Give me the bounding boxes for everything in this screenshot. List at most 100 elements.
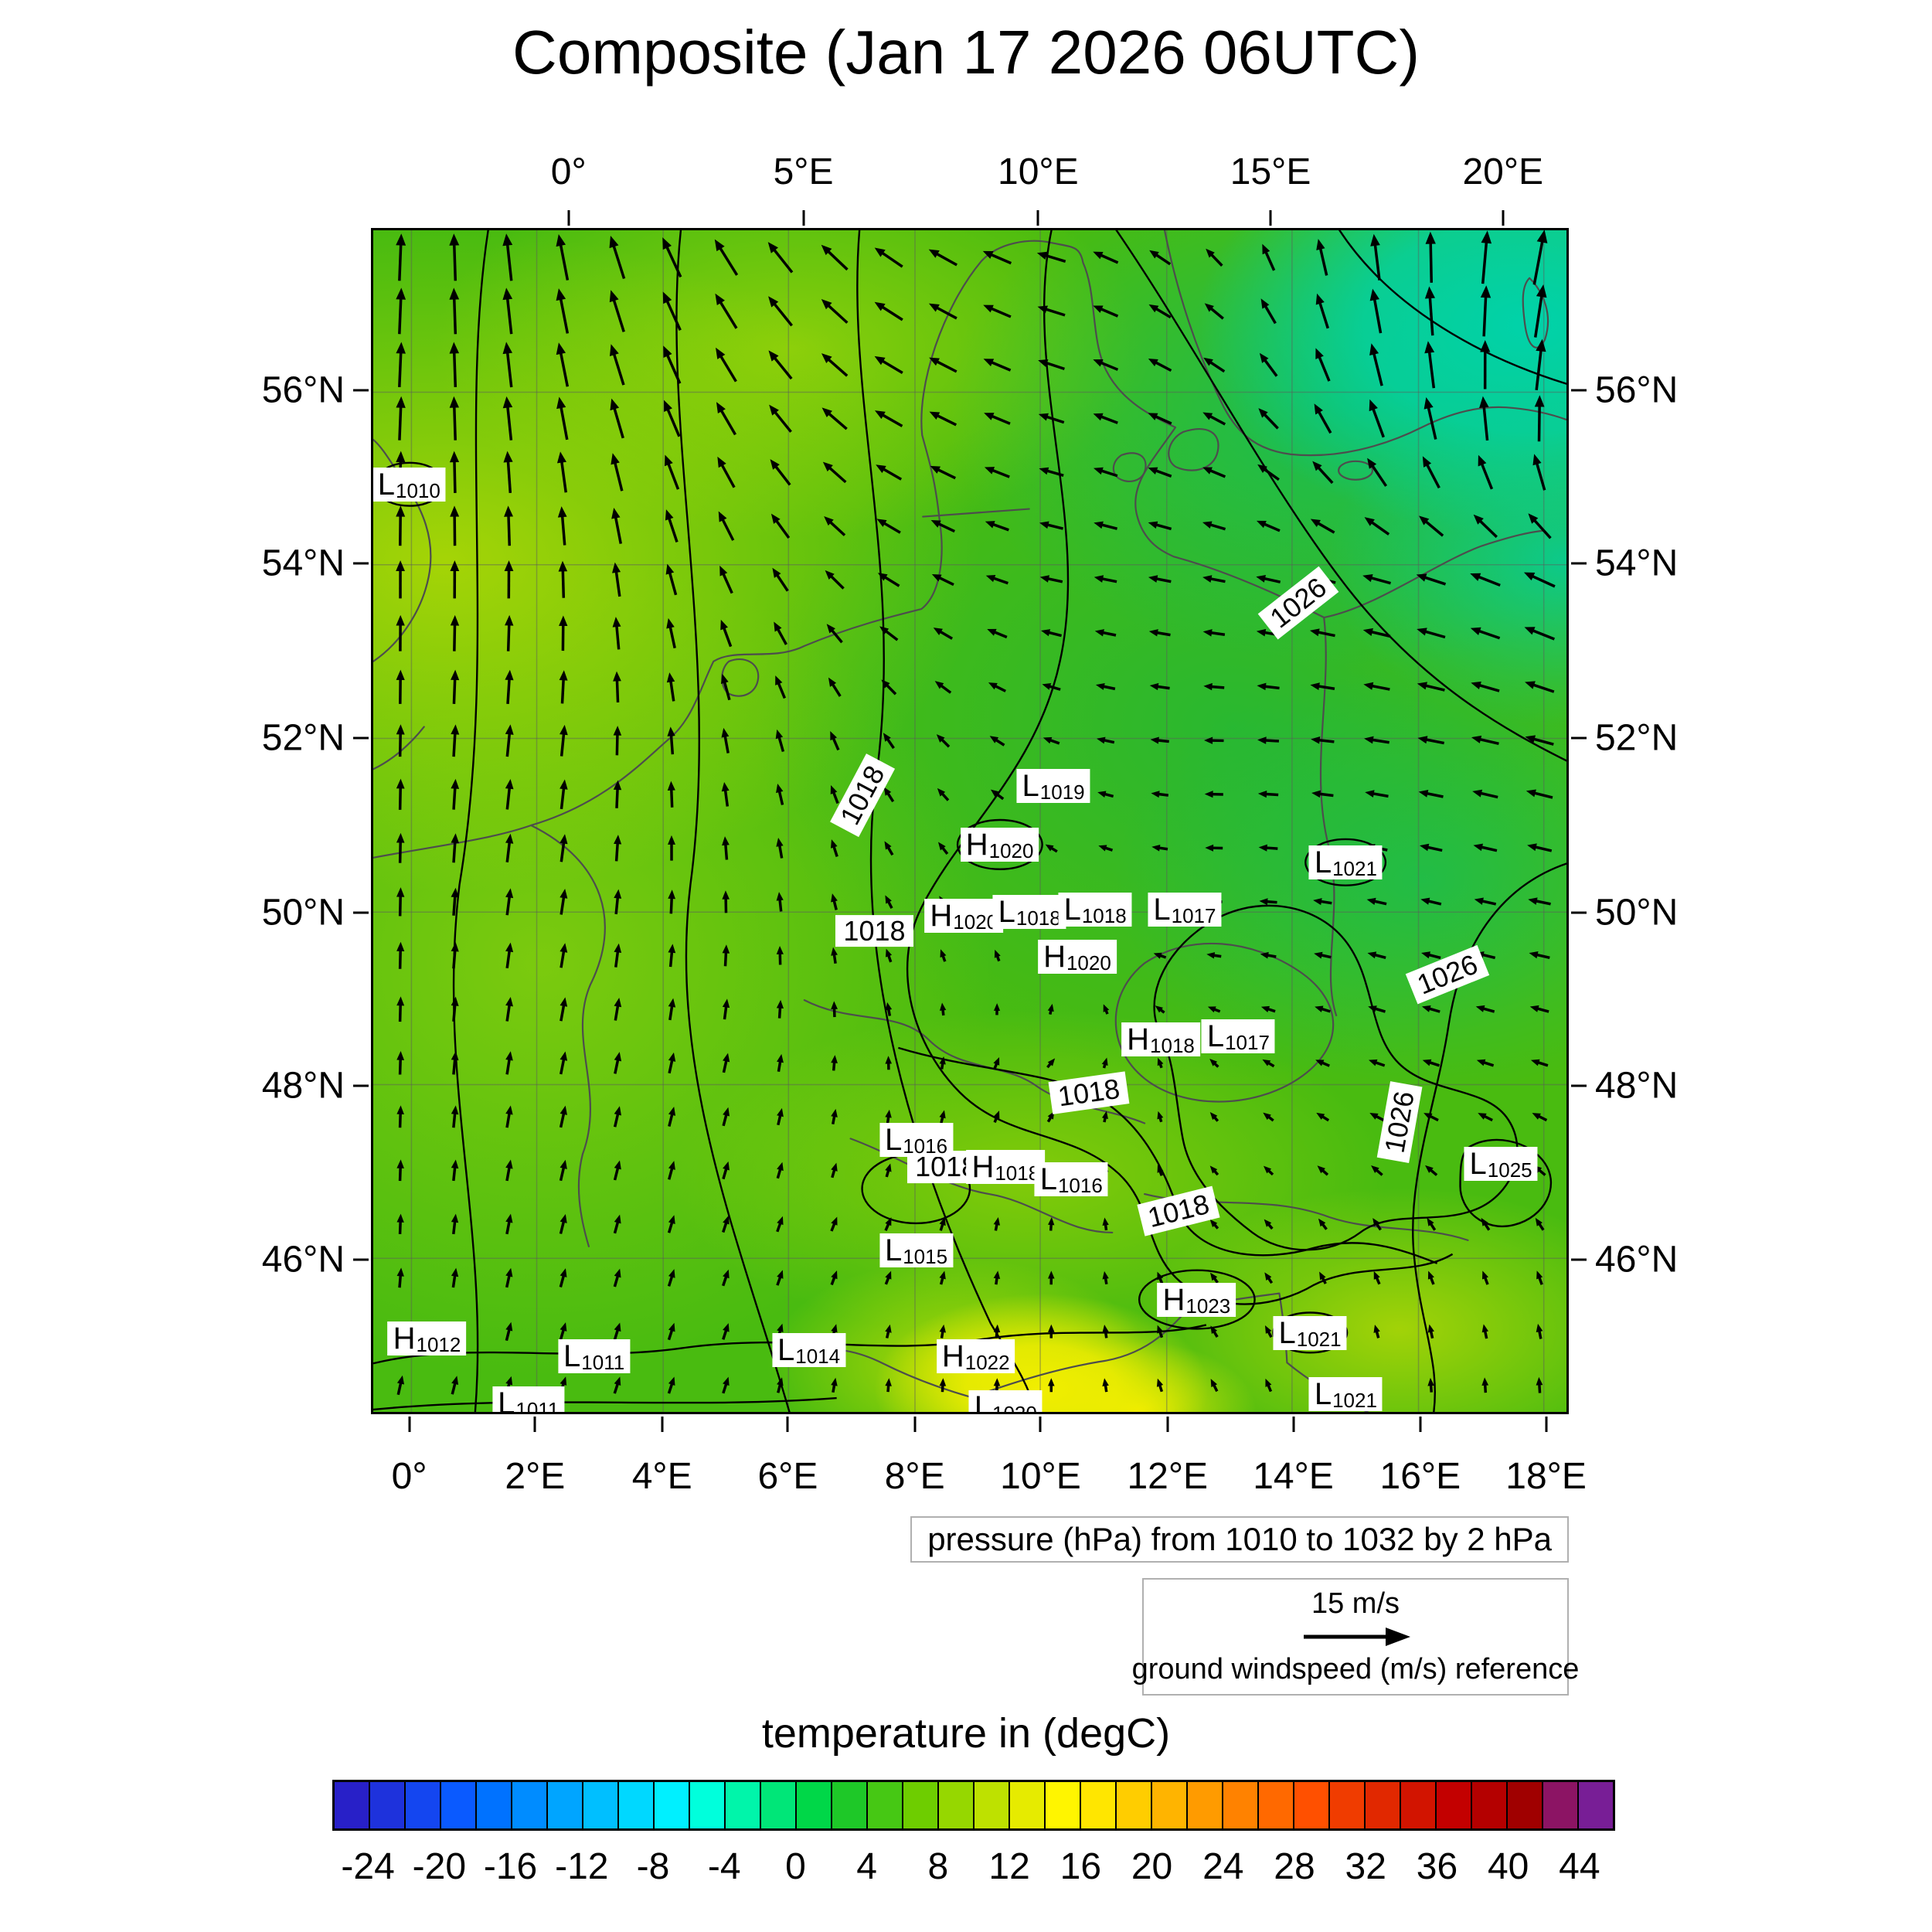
wind-arrow (668, 998, 676, 1021)
wind-arrow (721, 781, 730, 807)
wind-arrow (613, 780, 622, 808)
pressure-kind: H (1043, 940, 1066, 975)
wind-arrow (1202, 412, 1226, 426)
pressure-kind: H (971, 1150, 995, 1185)
pressure-value: 1020 (1066, 951, 1111, 975)
wind-arrow (451, 669, 460, 704)
wind-arrow (1209, 1272, 1219, 1284)
wind-arrow (1530, 1059, 1549, 1067)
wind-arrow (939, 1110, 946, 1124)
wind-arrow (1368, 1005, 1386, 1013)
colorbar-segment (1046, 1782, 1081, 1828)
wind-arrow (1258, 408, 1279, 430)
wind-arrow (1471, 735, 1499, 746)
wind-arrow (1312, 461, 1334, 485)
wind-arrow (667, 1376, 675, 1394)
axis-tick-label-bottom: 16°E (1379, 1456, 1461, 1497)
colorbar-segment (1081, 1782, 1117, 1828)
wind-arrow (1529, 1005, 1549, 1013)
axis-tick (1292, 1417, 1294, 1432)
wind-arrow (614, 1052, 622, 1074)
pressure-center-label: L 1010 (373, 467, 446, 502)
colorbar-segment (370, 1782, 406, 1828)
wind-arrow (451, 996, 459, 1022)
wind-arrow (768, 296, 794, 327)
wind-arrow (613, 1268, 621, 1287)
wind-arrow (1259, 352, 1278, 377)
wind-arrow (1369, 1059, 1386, 1067)
wind-arrow (664, 454, 680, 490)
colorbar-segment (975, 1782, 1010, 1828)
wind-arrow (451, 1105, 459, 1128)
wind-arrow (396, 287, 406, 335)
colorbar-segment (903, 1782, 939, 1828)
pressure-center-label: H 1022 (936, 1339, 1015, 1374)
axis-tick (353, 911, 369, 914)
pressure-center-label: H 1020 (960, 828, 1039, 862)
axis-tick (1571, 736, 1587, 740)
wind-arrow (1418, 789, 1444, 798)
wind-arrow (883, 733, 895, 750)
wind-arrow (1364, 517, 1390, 536)
wind-arrow (1369, 288, 1383, 334)
wind-arrow (776, 1216, 784, 1233)
wind-arrow (1157, 1057, 1164, 1069)
wind-arrow (451, 1051, 459, 1075)
wind-arrow (1257, 790, 1279, 798)
wind-arrow (1422, 456, 1440, 489)
wind-arrow (722, 1323, 730, 1340)
wind-arrow (1046, 1058, 1056, 1069)
wind-arrow (931, 573, 954, 587)
wind-arrow (777, 1053, 784, 1072)
pressure-center-label: L 1014 (772, 1333, 846, 1368)
wind-arrow (1037, 305, 1066, 317)
wind-arrow (884, 1270, 892, 1285)
pressure-kind: L (1314, 845, 1332, 879)
wind-arrow (1372, 1218, 1382, 1231)
wind-arrow (831, 1055, 838, 1071)
axis-tick-label-right: 52°N (1595, 717, 1679, 759)
wind-arrow (502, 233, 513, 281)
wind-arrow (1528, 897, 1551, 906)
colorbar-segment (335, 1782, 370, 1828)
pressure-center-label: L 1021 (1308, 1377, 1383, 1412)
wind-arrow (1151, 791, 1169, 798)
wind-arrow (987, 628, 1008, 639)
pressure-center-label: H 1023 (1157, 1282, 1236, 1317)
wind-arrow (722, 1269, 730, 1287)
contour-label: 1018 (835, 914, 913, 947)
wind-arrow (1367, 951, 1386, 959)
wind-arrow (1417, 628, 1446, 639)
wind-arrow (449, 396, 460, 440)
colorbar-segment (655, 1782, 690, 1828)
wind-arrow (1047, 1003, 1054, 1015)
wind-arrow (776, 838, 784, 859)
wind-arrow (613, 1160, 621, 1181)
wind-arrow (1097, 736, 1115, 744)
wind-arrow (1262, 243, 1276, 271)
colorbar-segment (939, 1782, 975, 1828)
wind-arrow (874, 301, 903, 321)
wind-arrow (1256, 520, 1281, 532)
wind-arrow (1427, 1377, 1434, 1393)
colorbar-segment (1223, 1782, 1259, 1828)
colorbar-segment (868, 1782, 903, 1828)
wind-arrow (716, 347, 737, 383)
pressure-value: 1018 (1081, 904, 1127, 928)
wind-arrow (885, 895, 893, 910)
wind-arrow (1103, 1004, 1110, 1015)
wind-arrow (776, 892, 784, 912)
colorbar-tick-label: 16 (1060, 1846, 1102, 1887)
wind-arrow (776, 1162, 784, 1179)
wind-arrow (396, 724, 405, 757)
wind-arrow (1036, 251, 1066, 263)
wind-arrow (1148, 629, 1171, 637)
wind-arrow (396, 1105, 404, 1128)
wind-arrow (396, 996, 405, 1022)
axis-tick-label-bottom: 12°E (1127, 1456, 1209, 1497)
pressure-value: 1010 (396, 478, 440, 502)
pressure-kind: L (498, 1386, 515, 1414)
wind-arrow (1209, 1112, 1219, 1122)
wind-arrow (830, 730, 840, 751)
wind-arrow (1480, 285, 1492, 337)
